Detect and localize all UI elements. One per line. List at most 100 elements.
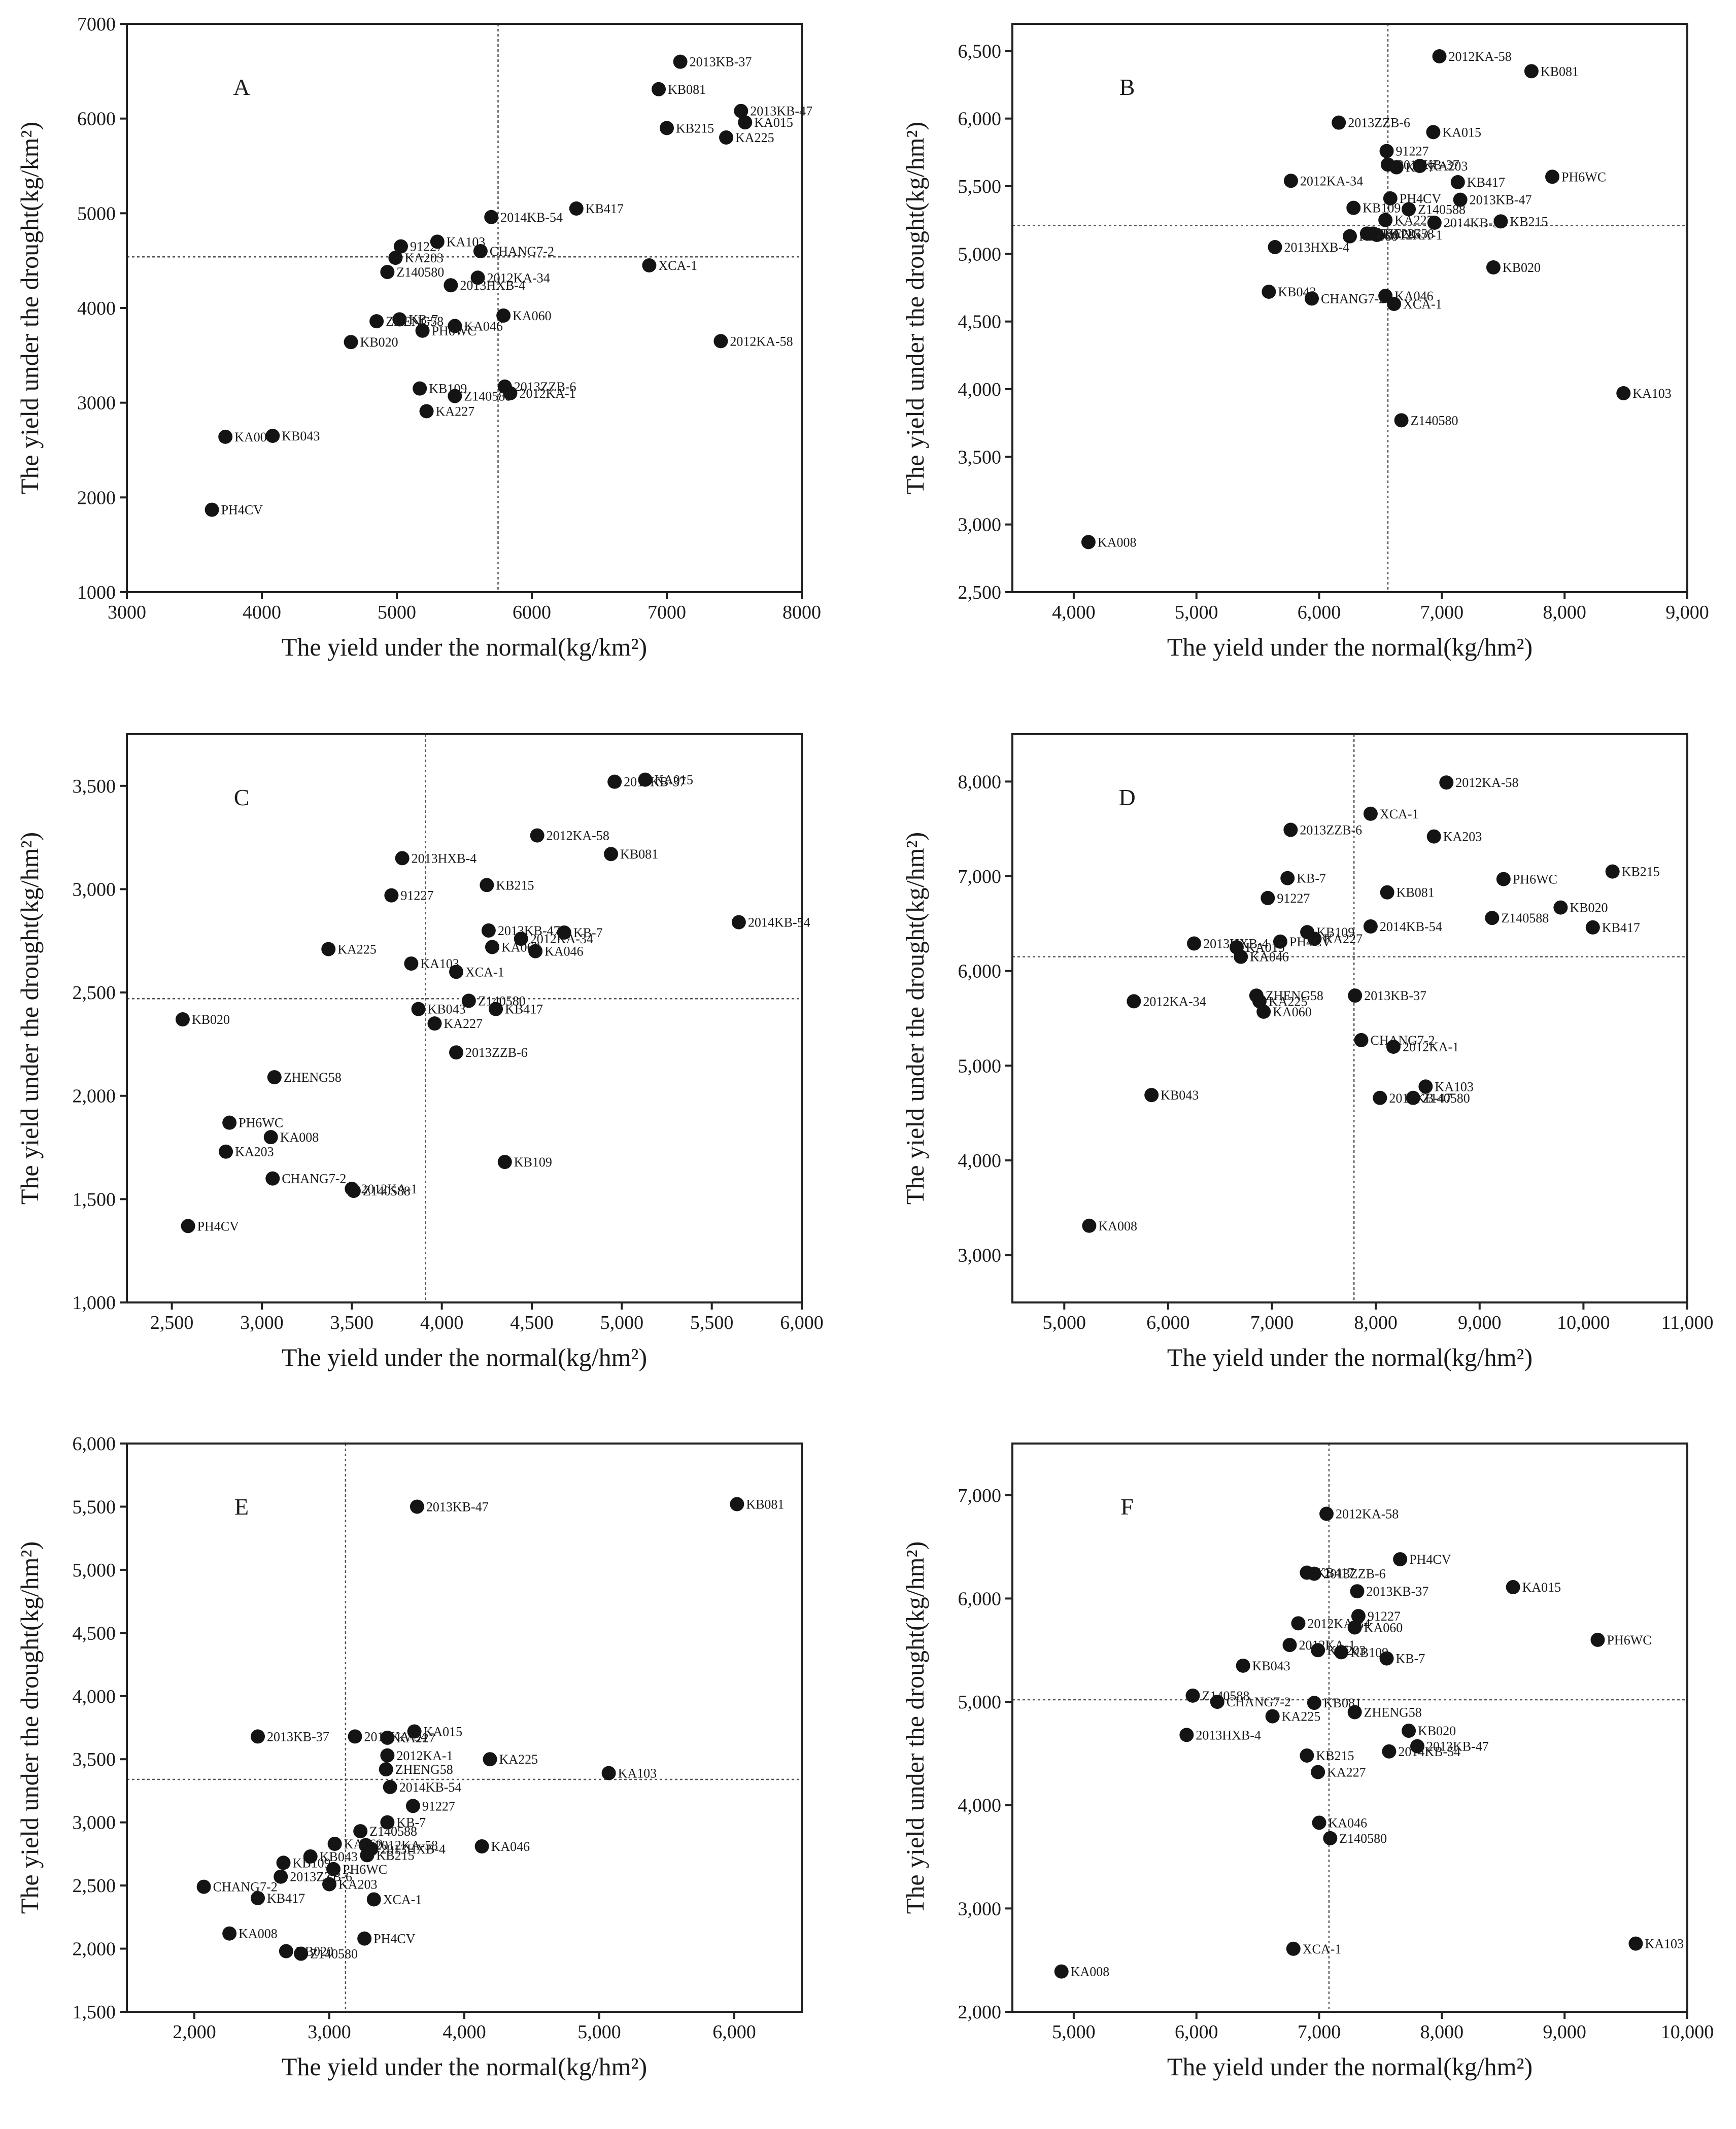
data-point: [346, 1184, 361, 1198]
data-point: [719, 130, 734, 145]
point-label: KA008: [1098, 535, 1137, 550]
x-tick-label: 5,000: [1043, 1312, 1086, 1333]
data-point: [734, 104, 748, 118]
y-tick-label: 3,000: [958, 514, 1002, 536]
point-label: 2013ZZB-6: [514, 380, 576, 394]
point-label: XCA-1: [1380, 807, 1419, 821]
point-label: KA015: [654, 773, 693, 787]
data-point: [652, 82, 666, 96]
x-tick-label: 8000: [782, 602, 821, 623]
point-label: ZHENG58: [386, 314, 444, 329]
data-point: [1283, 174, 1298, 188]
point-label: KA225: [1282, 1709, 1321, 1724]
y-tick-label: 4,000: [958, 1150, 1002, 1172]
scatter-panel-e: 2,000 3,000 4,000 5,000 6,000 1,500 2,000 2,500…: [15, 1433, 803, 2081]
data-point: [353, 1824, 368, 1839]
data-point: [1406, 1090, 1420, 1105]
data-point: [1307, 1566, 1321, 1581]
point-label: KA015: [1442, 125, 1481, 140]
data-point: [1453, 192, 1468, 207]
point-label: KA225: [499, 1752, 538, 1767]
x-tick-label: 8,000: [1354, 1312, 1398, 1333]
data-point: [1410, 1739, 1424, 1754]
point-label: KA008: [239, 1927, 278, 1941]
data-point: [1393, 1552, 1408, 1567]
data-point: [449, 1045, 464, 1060]
data-point: [251, 1729, 265, 1744]
data-point: [484, 210, 499, 224]
y-tick-label: 6,000: [73, 1433, 116, 1455]
x-tick-label: 3,500: [330, 1312, 374, 1333]
point-label: 2012KA-58: [1336, 1506, 1399, 1521]
x-tick-label: 4,000: [420, 1312, 464, 1333]
y-tick-label: 4,000: [958, 1795, 1002, 1816]
point-label: 2013KB-37: [690, 55, 752, 70]
y-tick-label: 3,000: [73, 879, 116, 900]
point-label: KA046: [1329, 1815, 1368, 1830]
x-tick-label: 9,000: [1543, 2021, 1586, 2043]
point-label: Z140580: [1339, 1831, 1387, 1846]
data-point: [1082, 1218, 1097, 1233]
data-point: [1127, 994, 1141, 1009]
point-label: KB215: [1622, 865, 1660, 879]
x-tick-label: 9,000: [1665, 602, 1709, 623]
point-label: KA015: [1246, 940, 1285, 955]
x-tick-label: 5,000: [600, 1312, 644, 1333]
scatter-panel-b: 4,000 5,000 6,000 7,000 8,000 9,000 2,500 3,000…: [901, 23, 1709, 661]
data-point: [660, 121, 674, 135]
x-tick-label: 5,000: [1175, 602, 1218, 623]
point-label: KB020: [1503, 260, 1541, 275]
data-point: [1383, 191, 1398, 205]
data-point: [1585, 920, 1600, 935]
point-label: Z140588: [1501, 911, 1549, 925]
point-label: KB417: [505, 1002, 543, 1017]
point-label: Z140580: [310, 1947, 358, 1962]
y-tick-label: 2,000: [73, 1086, 116, 1107]
point-label: XCA-1: [465, 965, 504, 979]
point-label: 2013ZZB-6: [1323, 1567, 1386, 1582]
x-tick-label: 8,000: [1543, 602, 1586, 623]
point-label: KB043: [1161, 1088, 1199, 1103]
point-label: KB043: [282, 429, 320, 443]
point-label: ZHENG58: [1266, 988, 1323, 1003]
data-point: [601, 1766, 616, 1780]
data-point: [344, 335, 358, 350]
point-label: 2013KB-37: [1397, 157, 1459, 172]
data-point: [419, 404, 434, 419]
point-label: KB-7: [396, 1815, 426, 1830]
y-tick-label: 7000: [77, 14, 116, 35]
y-tick-label: 2,500: [73, 982, 116, 1004]
data-point: [485, 940, 499, 954]
point-label: KB417: [1602, 920, 1640, 935]
data-point: [274, 1869, 288, 1884]
y-tick-label: 3,000: [958, 1898, 1002, 1919]
y-tick-label: 6,500: [958, 41, 1002, 62]
point-label: XCA-1: [383, 1892, 422, 1907]
scatter-panel-c: 2,500 3,000 3,500 4,000 4,500 5,000 5,500 6,000…: [15, 733, 824, 1371]
data-point: [219, 1144, 233, 1159]
data-point: [205, 502, 219, 517]
data-point: [430, 234, 445, 249]
point-label: 2014KB-54: [748, 915, 810, 930]
point-label: ZHENG58: [395, 1762, 453, 1777]
point-label: KB-7: [1406, 160, 1435, 175]
point-label: KB215: [676, 121, 714, 135]
data-point: [1553, 900, 1568, 915]
y-axis-label: The yield under the drought(kg/hm²): [901, 122, 929, 494]
data-point: [642, 258, 657, 272]
point-label: KB215: [1316, 1748, 1354, 1763]
x-tick-label: 4000: [243, 602, 281, 623]
y-tick-label: 2,000: [73, 1939, 116, 1960]
y-tick-label: 3000: [77, 393, 116, 414]
data-point: [196, 1879, 211, 1894]
point-label: KA225: [735, 130, 774, 145]
data-point: [321, 942, 336, 956]
data-point: [1380, 885, 1394, 900]
data-point: [327, 1836, 342, 1851]
point-label: KB417: [267, 1891, 305, 1906]
point-label: KA103: [1435, 1079, 1474, 1094]
point-label: KB081: [746, 1497, 784, 1512]
x-tick-label: 7,000: [1250, 1312, 1294, 1333]
y-axis-label: The yield under the drought(kg/hm²): [15, 1541, 44, 1914]
point-label: 2013KB-37: [1364, 988, 1426, 1003]
